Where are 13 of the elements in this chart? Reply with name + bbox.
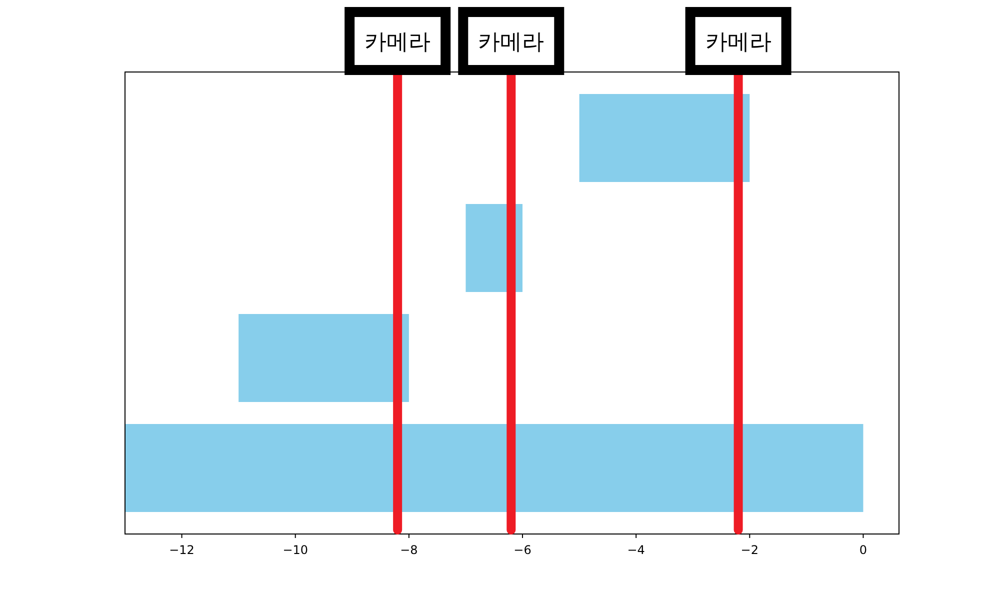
x-tick-label: −6 (514, 543, 532, 557)
x-tick-label: −2 (740, 543, 759, 557)
ref-line-label: 카메라 (364, 30, 431, 55)
x-tick-label: −10 (282, 543, 308, 557)
bar (238, 314, 409, 402)
x-tick-label: −4 (627, 543, 645, 557)
x-tick-label: −12 (169, 543, 194, 557)
bar (125, 424, 864, 512)
bar (579, 94, 750, 182)
x-tick-label: −8 (400, 543, 418, 557)
ref-line-label: 카메라 (478, 30, 544, 55)
ref-line-label: 카메라 (705, 30, 772, 55)
x-tick-label: 0 (859, 543, 868, 557)
